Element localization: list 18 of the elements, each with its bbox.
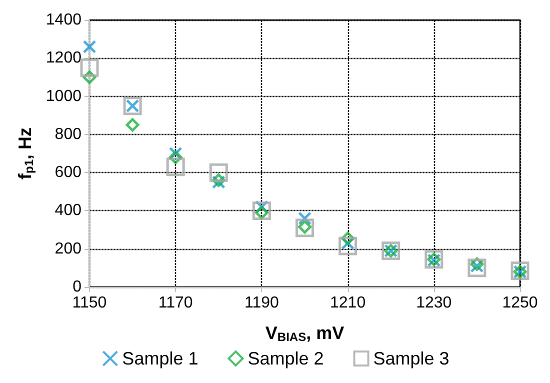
legend-label: Sample 1 — [122, 348, 198, 368]
y-tick-label: 1400 — [46, 12, 82, 28]
x-tick-label: 1210 — [330, 294, 366, 312]
y-tick-label: 1000 — [46, 88, 82, 105]
y-tick-label: 1200 — [46, 50, 82, 67]
y-tick-label: 600 — [54, 164, 82, 182]
x-tick-label: 1170 — [158, 294, 193, 312]
y-tick-label: 200 — [54, 240, 82, 258]
legend-label: Sample 2 — [248, 348, 324, 368]
y-tick-label: 0 — [72, 278, 82, 296]
x-tick-label: 1190 — [244, 294, 279, 312]
x-tick-label: 1230 — [416, 294, 452, 312]
y-tick-label: 400 — [54, 202, 82, 220]
y-axis-title: fp1, Hz — [15, 127, 36, 180]
y-tick-label: 800 — [54, 126, 82, 143]
legend-label: Sample 3 — [373, 348, 450, 368]
x-tick-label: 1150 — [72, 294, 107, 312]
x-tick-label: 1250 — [502, 294, 538, 312]
